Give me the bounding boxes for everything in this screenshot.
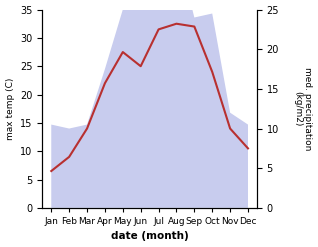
Y-axis label: med. precipitation
(kg/m2): med. precipitation (kg/m2) (293, 67, 313, 150)
Y-axis label: max temp (C): max temp (C) (5, 78, 15, 140)
X-axis label: date (month): date (month) (111, 231, 189, 242)
